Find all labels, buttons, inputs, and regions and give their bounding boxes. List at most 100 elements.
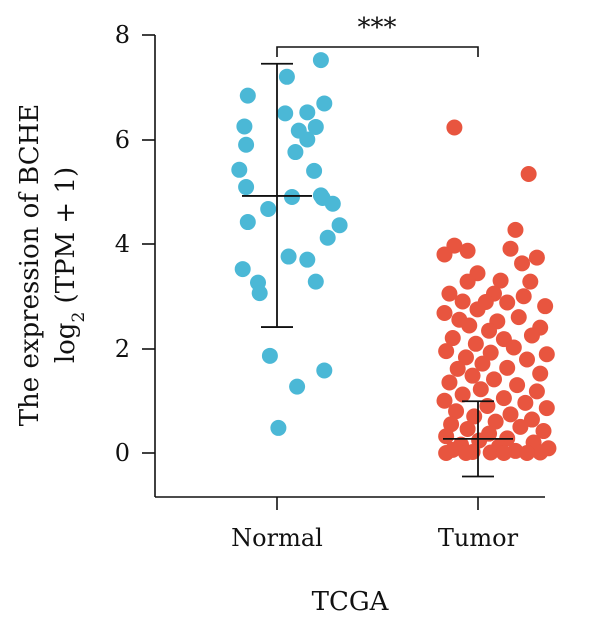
tumor-data-point	[459, 420, 476, 437]
y-tick-label: 0	[115, 439, 130, 467]
tumor-data-point	[517, 394, 534, 411]
tumor-data-point	[523, 411, 540, 428]
normal-data-point	[307, 273, 324, 290]
normal-data-point	[319, 229, 336, 246]
tumor-data-point	[535, 423, 552, 440]
tumor-data-point	[512, 418, 529, 435]
y-tick-label: 4	[115, 230, 130, 258]
tumor-data-point	[438, 343, 455, 360]
tumor-data-point	[492, 272, 509, 289]
tumor-data-point	[502, 406, 519, 423]
tumor-data-point	[486, 371, 502, 388]
tumor-data-point	[448, 403, 465, 420]
tumor-data-point	[538, 346, 555, 363]
normal-data-point	[316, 95, 333, 112]
tumor-data-point	[472, 381, 489, 398]
tumor-data-point	[454, 386, 471, 403]
tumor-data-point	[532, 365, 549, 382]
normal-data-point	[239, 214, 256, 231]
significance-label: ***	[358, 13, 397, 43]
tumor-data-point	[538, 400, 555, 417]
tumor-data-point	[510, 309, 527, 326]
tumor-data-point	[499, 294, 516, 311]
normal-data-point	[278, 68, 295, 85]
tumor-data-point	[507, 221, 524, 238]
y-tick-label: 8	[115, 21, 130, 49]
tumor-data-point	[454, 293, 471, 310]
x-tick-label-normal: Normal	[231, 524, 323, 552]
tumor-data-point	[481, 322, 498, 339]
y-tick-label: 2	[115, 335, 130, 363]
y-axis-title: The expression of BCHE log2 (TPM + 1)	[15, 104, 89, 427]
normal-data-point	[251, 285, 268, 302]
y-tick-label: 6	[115, 126, 130, 154]
x-axis-title: TCGA	[312, 587, 390, 617]
normal-data-point	[234, 261, 251, 278]
tumor-data-point	[502, 240, 519, 257]
tumor-points	[436, 119, 557, 461]
normal-data-point	[306, 162, 323, 179]
normal-data-point	[280, 248, 297, 265]
tumor-data-point	[509, 377, 526, 394]
normal-data-point	[299, 104, 316, 121]
tumor-data-point	[443, 416, 460, 433]
tumor-data-point	[449, 360, 466, 377]
tumor-data-point	[482, 344, 499, 361]
tumor-data-point	[461, 317, 478, 334]
tumor-data-point	[532, 444, 549, 461]
tumor-data-point	[459, 273, 476, 290]
tumor-data-point	[522, 273, 539, 290]
error-bars	[242, 62, 513, 478]
tumor-data-point	[469, 301, 486, 318]
normal-data-point	[236, 118, 253, 135]
normal-data-point	[289, 378, 306, 395]
tumor-data-point	[528, 383, 545, 400]
x-ticks: Normal Tumor	[231, 497, 519, 552]
y-axis-title-subscript: 2	[69, 312, 89, 323]
tumor-data-point	[457, 349, 474, 366]
tumor-data-point	[444, 330, 461, 347]
tumor-data-point	[438, 428, 455, 445]
normal-data-point	[324, 195, 341, 212]
tumor-data-point	[514, 255, 531, 272]
tumor-data-point	[519, 445, 535, 461]
normal-data-point	[284, 188, 300, 205]
normal-data-point	[299, 251, 316, 268]
tumor-data-point	[528, 249, 545, 266]
tumor-data-point	[436, 392, 453, 409]
normal-data-point	[299, 131, 316, 148]
normal-data-point	[331, 217, 348, 234]
tumor-data-point	[474, 355, 491, 372]
tumor-data-point	[446, 119, 463, 136]
tumor-data-point	[487, 413, 504, 430]
tumor-data-point	[495, 390, 512, 407]
y-ticks: 0 2 4 6 8	[115, 21, 155, 467]
normal-data-point	[270, 419, 287, 436]
normal-data-point	[238, 136, 255, 153]
tumor-data-point	[519, 351, 535, 368]
normal-data-point	[239, 87, 256, 104]
tumor-data-point	[441, 374, 458, 391]
tumor-data-point	[441, 285, 458, 302]
tumor-data-point	[436, 304, 453, 321]
tumor-data-point	[464, 367, 481, 384]
x-tick-label-tumor: Tumor	[438, 524, 519, 552]
tumor-data-point	[457, 445, 474, 461]
normal-data-point	[238, 179, 255, 196]
tumor-data-point	[505, 339, 522, 356]
y-axis-title-line1: The expression of BCHE	[15, 104, 45, 427]
tumor-data-point	[459, 242, 476, 259]
y-axis-title-line2: log2 (TPM + 1)	[51, 167, 89, 363]
significance-bracket: ***	[276, 13, 479, 57]
tumor-data-point	[467, 335, 484, 352]
normal-data-point	[316, 362, 333, 379]
normal-data-point	[260, 200, 277, 217]
normal-points	[231, 52, 348, 436]
normal-data-point	[307, 118, 324, 135]
normal-data-point	[261, 347, 278, 364]
tumor-data-point	[515, 288, 532, 305]
tumor-data-point	[495, 445, 512, 461]
tumor-data-point	[537, 298, 554, 315]
normal-data-point	[287, 144, 304, 161]
